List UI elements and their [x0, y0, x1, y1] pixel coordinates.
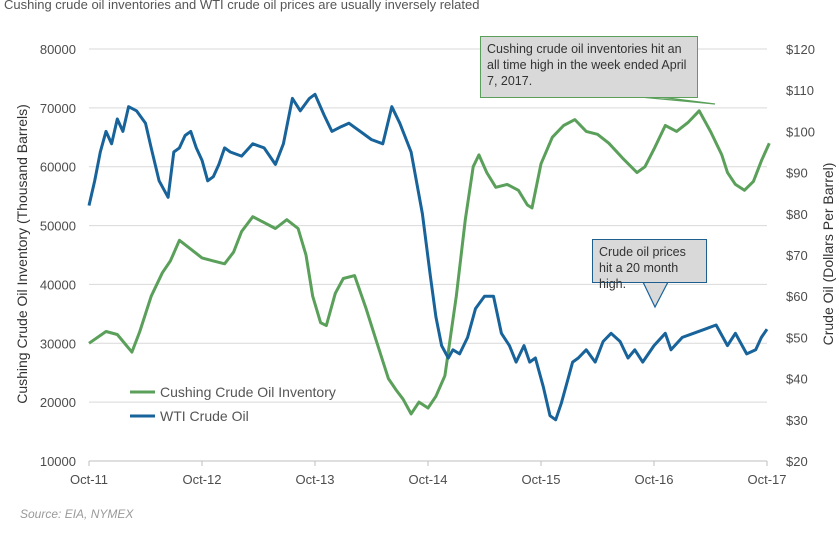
y-tick-left-label: 20000 — [40, 395, 76, 410]
axes — [88, 460, 768, 466]
y-tick-right-label: $50 — [786, 330, 808, 345]
y-tick-right-label: $80 — [786, 207, 808, 222]
x-tick-label: Oct-13 — [295, 472, 334, 487]
x-tick-label: Oct-14 — [408, 472, 447, 487]
legend-label-inventory: Cushing Crude Oil Inventory — [160, 384, 336, 400]
callout-pointer-price — [642, 281, 669, 309]
callout-inventory-high: Cushing crude oil inventories hit an all… — [480, 36, 698, 98]
inventory-series-line — [88, 109, 771, 416]
series-layer — [87, 92, 771, 422]
y-tick-right-label: $110 — [786, 83, 814, 98]
grid-lines — [89, 48, 767, 403]
source-note: Source: EIA, NYMEX — [20, 507, 134, 521]
chart-title: Cushing crude oil inventories and WTI cr… — [4, 0, 480, 12]
legend-label-wti: WTI Crude Oil — [160, 408, 249, 424]
tick-labels: 10000 20000 30000 40000 50000 60000 70000 80000… — [40, 42, 815, 487]
y-tick-right-label: $90 — [786, 166, 808, 181]
y-tick-right-label: $60 — [786, 289, 808, 304]
y-tick-left-label: 50000 — [40, 219, 76, 234]
legend: Cushing Crude Oil Inventory WTI Crude Oi… — [130, 384, 336, 424]
y-tick-right-label: $70 — [786, 248, 808, 263]
x-tick-label: Oct-11 — [70, 472, 108, 487]
y-tick-right-label: $40 — [786, 372, 808, 387]
y-tick-left-label: 80000 — [40, 42, 76, 57]
x-tick-label: Oct-16 — [634, 472, 673, 487]
y-tick-right-label: $100 — [786, 124, 815, 139]
y-tick-right-label: $30 — [786, 413, 808, 428]
x-tick-label: Oct-12 — [182, 472, 221, 487]
y-tick-left-label: 60000 — [40, 160, 76, 175]
y-tick-left-label: 10000 — [40, 454, 76, 469]
chart-area: 10000 20000 30000 40000 50000 60000 70000 80000… — [14, 42, 836, 487]
callout-price-high: Crude oil prices hit a 20 month high. — [592, 239, 707, 291]
callout-pointer-inventory — [639, 96, 716, 105]
y-tick-right-label: $20 — [786, 454, 808, 469]
y-tick-left-label: 30000 — [40, 336, 76, 351]
y-tick-left-label: 40000 — [40, 277, 76, 292]
y-axis-label-right: Crude Oil (Dollars Per Barrel) — [820, 163, 836, 346]
y-axis-label-left: Cushing Crude Oil Inventory (Thousand Ba… — [14, 104, 30, 404]
x-tick-label: Oct-17 — [747, 472, 786, 487]
y-tick-left-label: 70000 — [40, 101, 76, 116]
y-tick-right-label: $120 — [786, 42, 815, 57]
wti-series-line — [87, 92, 769, 422]
x-tick-label: Oct-15 — [521, 472, 560, 487]
